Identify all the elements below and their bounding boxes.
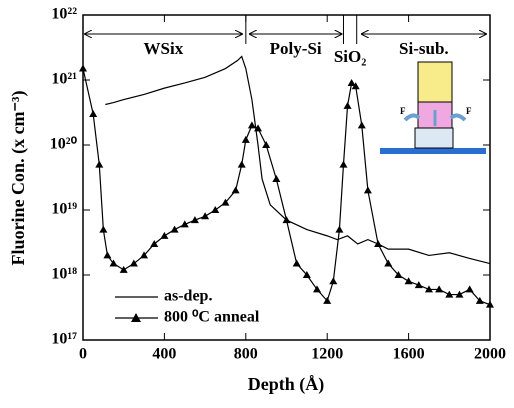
x-tick-label: 1200	[311, 346, 343, 363]
triangle-marker	[103, 251, 112, 259]
triangle-marker	[374, 239, 383, 247]
triangle-marker	[160, 231, 169, 239]
y-tick-label: 10²¹	[51, 71, 77, 88]
triangle-marker	[201, 212, 210, 220]
region-label: Si-sub.	[399, 39, 449, 58]
triangle-marker	[99, 225, 108, 233]
y-tick-label: 10¹⁹	[51, 201, 77, 218]
y-tick-label: 10¹⁸	[51, 266, 77, 283]
triangle-marker	[150, 239, 159, 247]
triangle-marker	[254, 124, 263, 132]
triangle-marker	[180, 220, 189, 228]
triangle-marker	[445, 290, 454, 298]
substrate	[380, 148, 486, 154]
triangle-marker	[241, 135, 250, 143]
triangle-marker	[237, 160, 246, 168]
x-tick-label: 0	[79, 346, 87, 363]
triangle-marker	[424, 285, 433, 293]
legend-label: as-dep.	[164, 288, 212, 305]
triangle-marker	[79, 64, 87, 72]
triangle-marker	[313, 285, 322, 293]
triangle-marker	[190, 216, 199, 224]
triangle-marker	[119, 265, 128, 273]
triangle-marker	[262, 141, 271, 148]
triangle-marker	[140, 251, 149, 259]
x-tick-label: 1600	[393, 346, 425, 363]
region-label: WSix	[144, 39, 184, 58]
triangle-marker	[414, 281, 423, 289]
triangle-marker	[347, 78, 356, 86]
triangle-marker	[89, 109, 98, 117]
y-tick-label: 10²²	[51, 6, 77, 23]
y-tick-label: 10²⁰	[50, 136, 78, 153]
triangle-marker	[404, 277, 413, 285]
legend-marker	[131, 313, 141, 322]
triangle-marker	[109, 259, 118, 267]
wsix-block	[417, 61, 453, 103]
triangle-marker	[292, 259, 301, 267]
triangle-marker	[465, 285, 474, 293]
triangle-marker	[221, 198, 230, 206]
triangle-marker	[302, 271, 311, 278]
triangle-marker	[335, 225, 344, 233]
arrow-right	[449, 113, 467, 122]
triangle-marker	[351, 82, 360, 90]
inset-label: F	[466, 106, 472, 116]
triangle-marker	[211, 206, 220, 213]
triangle-marker	[339, 160, 348, 168]
triangle-marker	[357, 121, 366, 129]
x-tick-label: 2000	[474, 346, 506, 363]
triangle-marker	[394, 271, 403, 278]
arrow-left	[403, 113, 421, 122]
triangle-marker	[272, 174, 281, 182]
inset-diagram: F F	[380, 61, 486, 154]
triangle-marker	[455, 290, 464, 298]
triangle-marker	[95, 160, 104, 168]
triangle-marker	[282, 216, 291, 224]
triangle-marker	[323, 296, 332, 304]
triangle-marker	[129, 259, 138, 267]
inset-label: F	[400, 106, 406, 116]
triangle-marker	[329, 277, 338, 285]
region-label: Poly-Si	[270, 39, 322, 58]
region-label: SiO₂	[334, 47, 367, 66]
triangle-marker	[363, 186, 372, 194]
x-tick-label: 800	[234, 346, 258, 363]
triangle-marker	[231, 186, 240, 194]
y-axis-label: Fluorine Con. (x cm⁻³)	[8, 91, 29, 266]
plot-frame	[82, 14, 491, 341]
triangle-marker	[343, 101, 352, 109]
x-tick-label: 400	[152, 346, 176, 363]
triangle-marker	[435, 285, 444, 293]
triangle-marker	[475, 296, 484, 304]
oxide	[414, 127, 454, 149]
triangle-marker	[384, 259, 393, 267]
triangle-marker	[247, 121, 256, 129]
legend-label: 800 ⁰C anneal	[164, 309, 260, 326]
series-line	[105, 55, 491, 265]
y-tick-label: 10¹⁷	[51, 331, 77, 348]
x-axis-label: Depth (Å)	[248, 374, 325, 395]
triangle-marker	[170, 225, 179, 233]
triangle-marker	[486, 300, 494, 308]
